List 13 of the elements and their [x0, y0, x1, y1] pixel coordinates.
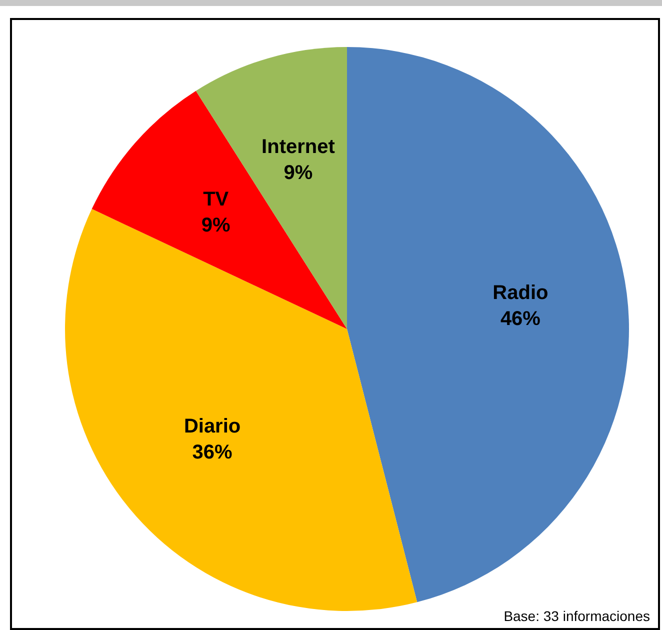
slice-label: TV	[203, 188, 230, 210]
pie-slice	[347, 47, 628, 602]
data-label: 36%	[192, 441, 233, 464]
slice-label: Radio	[492, 282, 548, 304]
pie-slice	[196, 47, 347, 329]
text: Base: 33 informaciones	[504, 608, 650, 624]
data-label: 46%	[500, 308, 541, 330]
slice-label: Internet	[262, 136, 336, 158]
pie-slice	[66, 208, 418, 611]
data-label: 9%	[284, 162, 313, 184]
slice-label: Diario	[184, 415, 241, 438]
data-label: 9%	[201, 214, 231, 236]
pie-slice	[92, 90, 347, 329]
